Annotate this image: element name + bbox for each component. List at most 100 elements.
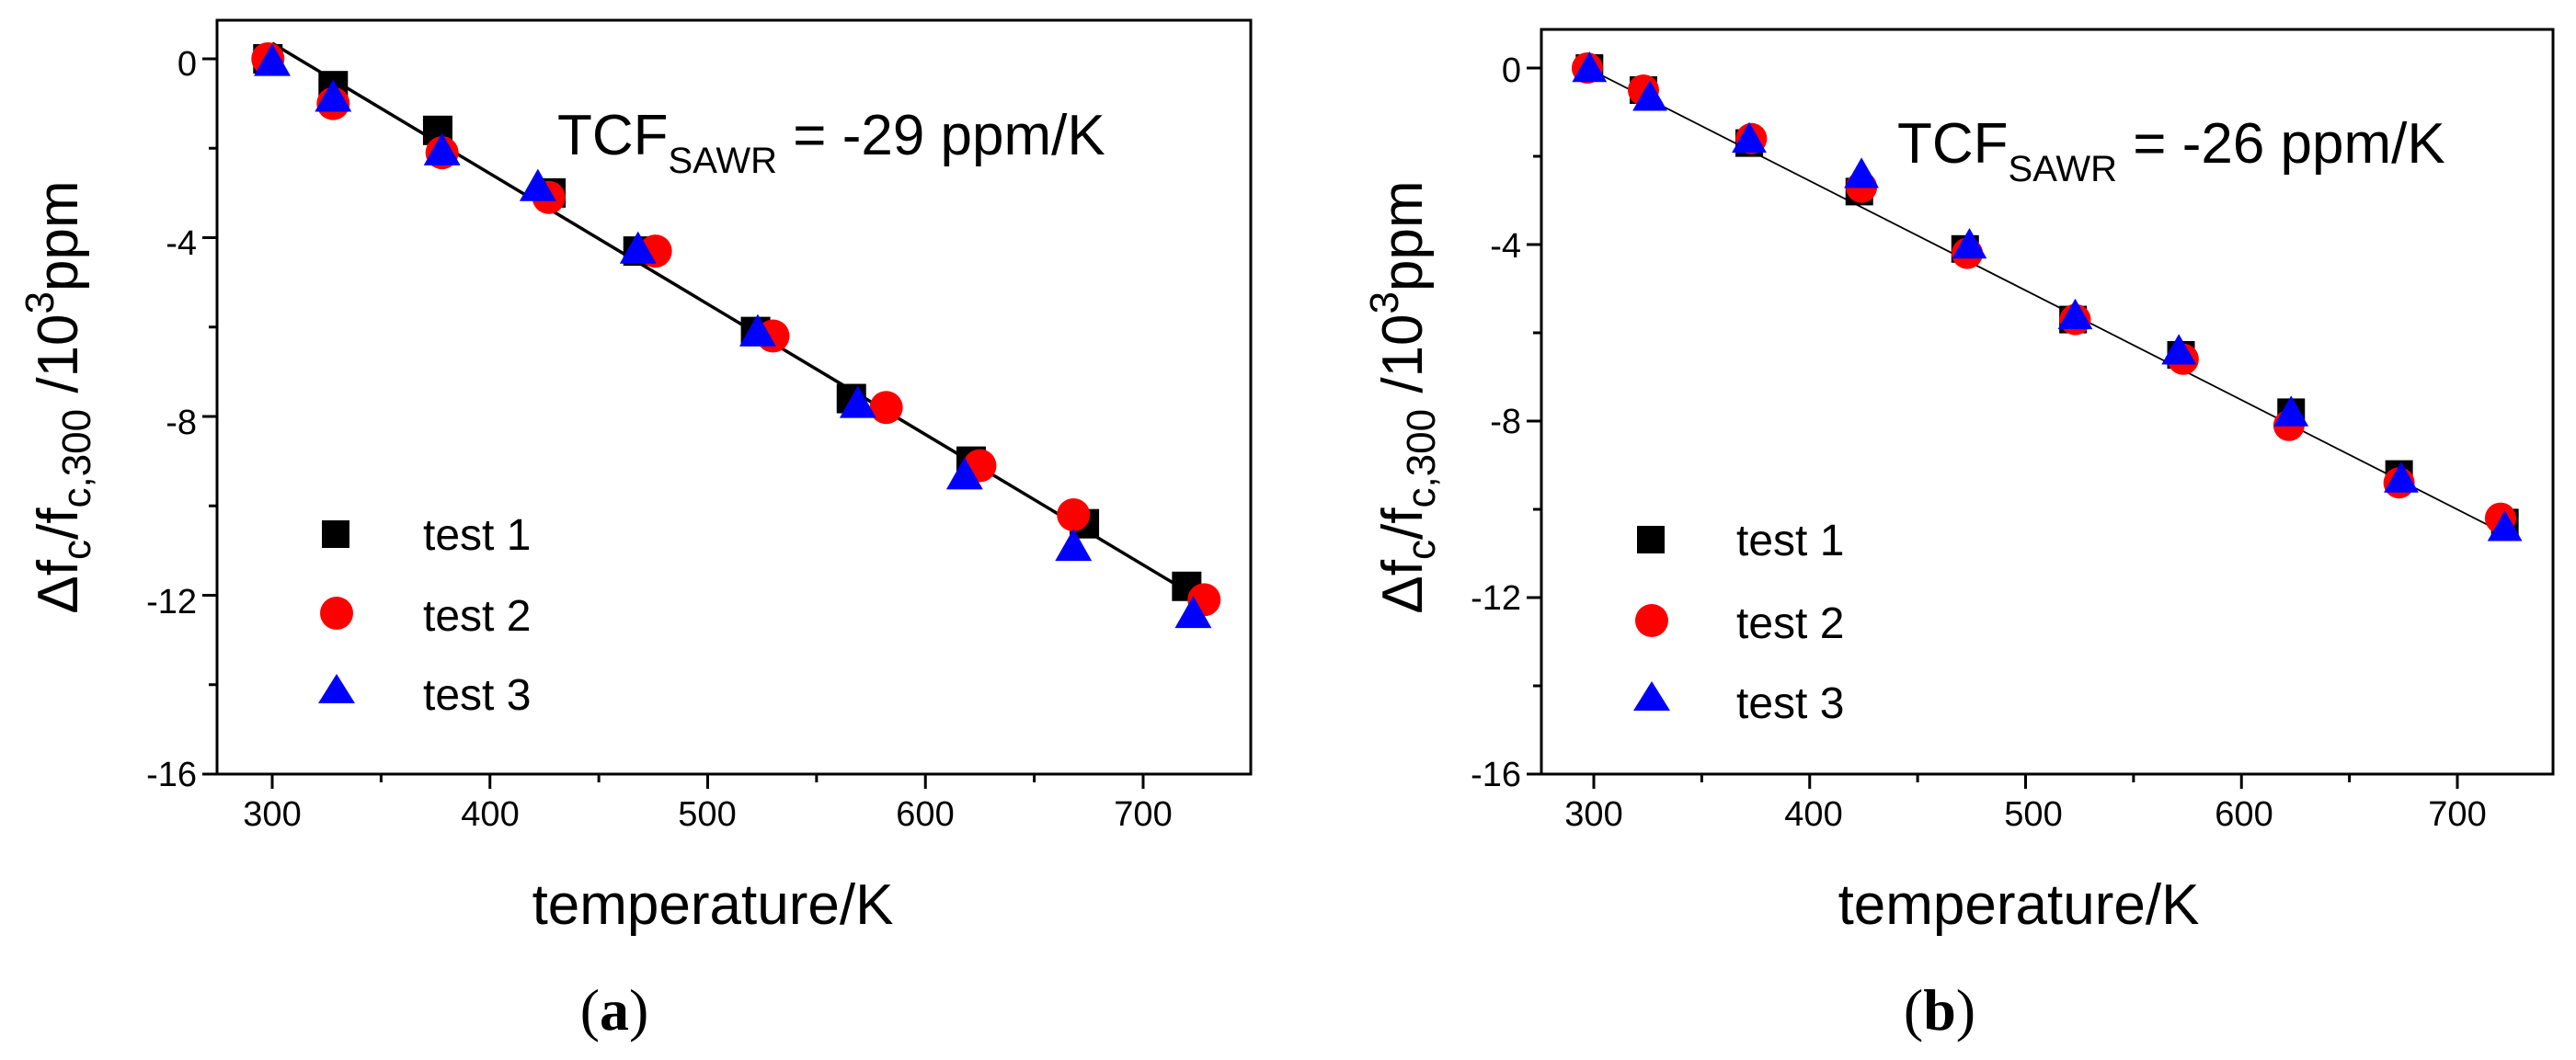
marker-test-3 [254,43,291,76]
plot-frame [215,18,1253,776]
marker-test-3 [519,168,556,201]
marker-test-3 [2057,298,2093,330]
y-tick-label: -4 [166,224,197,263]
data-markers [1571,51,2523,541]
panel-label-letter: b [1923,977,1956,1043]
y-axis-title: Δfc/fc,300 /103ppm [17,180,99,613]
tcf-prefix: TCF [557,104,669,167]
legend-label: test 1 [1736,517,1844,565]
marker-test-3 [1572,51,1608,83]
legend: test 1 test 2 test 3 [1633,517,1844,728]
tcf-subscript: SAWR [669,141,778,181]
y-title-delta-f: Δf [27,559,90,613]
legend-label: test 3 [1736,679,1844,728]
y-title-ppm: ppm [27,180,90,291]
x-tick-label: 600 [896,795,954,834]
marker-test-3 [619,231,657,264]
x-tick-label: 600 [2215,795,2273,834]
panel-label-close: ) [629,977,648,1043]
tick-marks [1527,66,2459,789]
y-title-sub-c300: c,300 [1399,409,1444,508]
legend-label: test 2 [1736,599,1844,648]
legend-label: test 3 [423,671,531,720]
tcf-annotation: TCFSAWR = -29 ppm/K [557,104,1105,181]
marker-test-3 [1055,529,1093,562]
y-title-sub-c: c [1399,540,1444,560]
tcf-annotation: TCFSAWR = -26 ppm/K [1897,112,2445,189]
legend-marker-circle [320,597,353,630]
x-tick-label: 300 [1564,795,1622,834]
y-title-sub-c: c [54,540,99,560]
x-axis-title: temperature/K [532,873,894,937]
x-tick-label: 400 [1784,795,1842,834]
y-title-ten: /10 [27,313,90,408]
y-title-ppm: ppm [1371,180,1435,291]
legend-label: test 1 [423,511,531,560]
panel-label-a: (a) [580,977,649,1043]
y-title-sup-3: 3 [17,291,63,313]
tcf-suffix: = -26 ppm/K [2117,112,2445,176]
x-tick-label: 500 [678,795,736,834]
panel-a: 0 -4 -8 -12 -16 300 400 500 600 700 temp… [17,18,1253,1043]
y-title-sub-c300: c,300 [54,409,99,508]
marker-test-3 [2384,462,2419,493]
legend: test 1 test 2 test 3 [318,511,531,720]
marker-test-3 [2487,510,2523,541]
plot-frame [1540,28,2555,776]
legend-marker-square [322,520,349,548]
x-tick-label: 700 [1114,795,1172,834]
x-tick-label: 400 [461,795,519,834]
y-tick-label: -12 [1471,579,1521,618]
panel-label-b: (b) [1904,977,1975,1043]
legend-marker-triangle [1633,681,1670,711]
marker-test-3 [739,313,776,347]
marker-test-3 [945,457,983,490]
marker-test-3 [2273,395,2309,427]
y-title-sup-3: 3 [1362,291,1407,313]
x-tick-label: 700 [2428,795,2486,834]
y-tick-labels: 0 -4 -8 -12 -16 [1471,51,1521,794]
x-tick-labels: 300 400 500 600 700 [1564,795,2486,834]
marker-test-3 [423,132,461,165]
panel-label-open: ( [1904,977,1923,1043]
y-tick-labels: 0 -4 -8 -12 -16 [146,45,197,794]
y-title-ten: /10 [1371,313,1435,408]
legend-marker-square [1637,526,1665,553]
y-axis-title: Δfc/fc,300 /103ppm [1362,180,1444,613]
x-tick-label: 500 [2004,795,2062,834]
x-axis-title: temperature/K [1838,873,2200,937]
y-tick-label: -4 [1490,227,1521,266]
marker-test-3 [1844,157,1879,188]
marker-test-2 [1057,497,1091,531]
y-tick-label: -8 [1490,403,1521,441]
tcf-subscript: SAWR [2009,149,2118,189]
legend-marker-circle [1635,604,1668,637]
marker-test-3 [1952,228,1987,259]
x-tick-label: 300 [243,795,301,834]
marker-test-3 [839,385,876,418]
marker-test-3 [1632,80,1667,111]
panel-label-letter: a [600,977,629,1043]
y-tick-label: -8 [166,404,197,442]
tick-marks [202,57,1145,789]
y-tick-label: -16 [1471,756,1521,794]
y-title-slash-f: /f [27,507,90,540]
marker-test-3 [2161,334,2197,365]
y-tick-label: -12 [146,583,197,621]
panel-label-open: ( [580,977,600,1043]
y-tick-label: 0 [1502,51,1521,90]
panel-label-close: ) [1956,977,1975,1043]
marker-test-3 [1732,121,1767,154]
marker-test-2 [869,391,903,425]
legend-marker-triangle [318,674,355,703]
y-tick-label: 0 [177,45,197,84]
panel-b: 0 -4 -8 -12 -16 300 400 500 600 700 temp… [1362,28,2555,1043]
tcf-suffix: = -29 ppm/K [777,104,1105,167]
legend-label: test 2 [423,592,531,641]
y-tick-label: -16 [146,756,197,794]
marker-test-3 [315,79,352,112]
y-title-delta-f: Δf [1371,559,1435,613]
y-title-slash-f: /f [1371,507,1435,540]
marker-test-3 [1174,595,1212,629]
